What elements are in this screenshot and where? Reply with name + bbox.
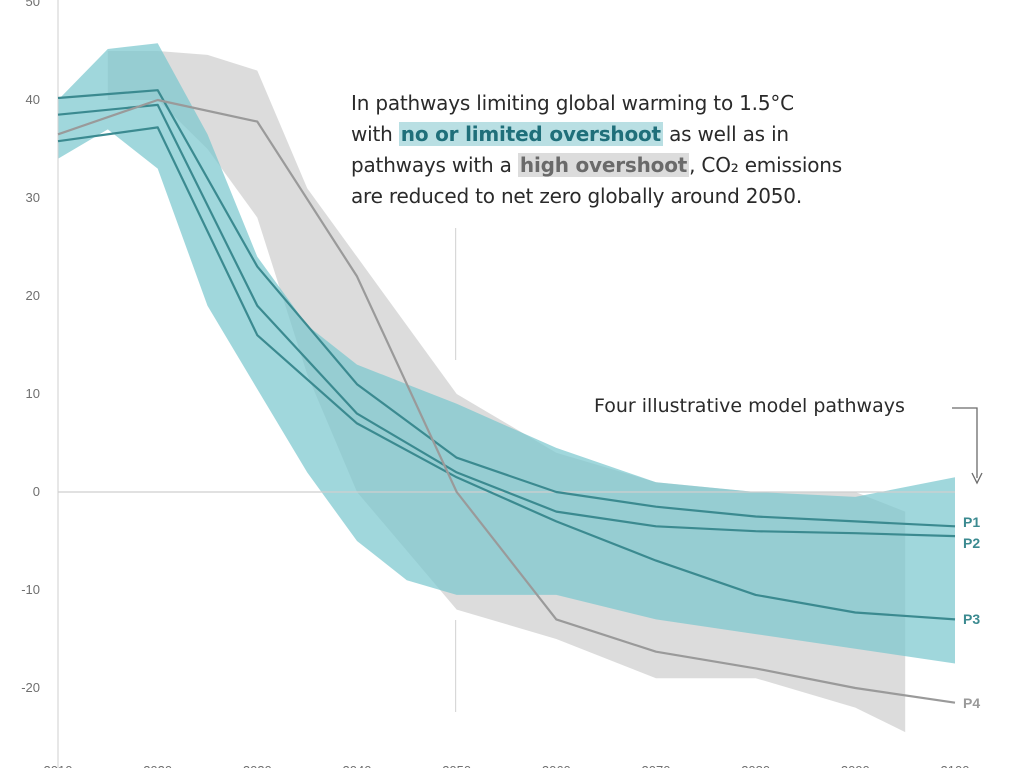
annotation-line-3-pre: pathways with a [351,153,518,177]
annotation-line-2-pre: with [351,122,399,146]
y-tick-label: 30 [26,190,40,205]
bands-layer [58,43,955,733]
x-tick-label: 2050 [442,763,471,768]
series-label-p1: P1 [963,514,980,530]
series-label-p3: P3 [963,611,980,627]
x-tick-label: 2090 [841,763,870,768]
series-line-p4 [57,98,956,704]
axes-layer: 50403020100-10-2020102020203020402050206… [21,0,969,768]
y-tick-label: -20 [21,680,40,695]
pathway-note: Four illustrative model pathways [594,395,905,417]
x-tick-label: 2080 [741,763,770,768]
series-labels-layer: P1 P2 P3 P4 [952,407,983,711]
y-tick-label: 40 [26,92,40,107]
x-tick-label: 2060 [542,763,571,768]
y-tick-label: 0 [33,484,40,499]
x-tick-label: 2040 [343,763,372,768]
annotation-line-1: In pathways limiting global warming to 1… [351,91,794,115]
annotation-line-3-post: , CO₂ emissions [689,153,842,177]
annotation-line-2: with no or limited overshoot as well as … [351,119,911,150]
y-tick-label: 20 [26,288,40,303]
series-label-p4: P4 [963,695,980,711]
pathway-arrow-line [952,407,978,478]
annotation-line-2-post: as well as in [662,122,789,146]
y-tick-label: -10 [21,582,40,597]
x-tick-label: 2070 [642,763,671,768]
series-line-p2 [57,103,956,538]
series-layer [57,89,956,704]
headline-annotation: In pathways limiting global warming to 1… [351,88,911,212]
series-line-p1 [57,89,956,528]
annotation-line-4: are reduced to net zero globally around … [351,184,802,208]
x-tick-label: 2030 [243,763,272,768]
no-or-limited-overshoot-highlight: no or limited overshoot [398,122,663,146]
band-no-or-limited-overshoot [58,43,955,664]
y-tick-label: 50 [26,0,40,9]
y-tick-label: 10 [26,386,40,401]
x-tick-label: 2100 [941,763,970,768]
annotation-line-3: pathways with a high overshoot, CO₂ emis… [351,150,911,181]
series-line-p3 [57,126,956,621]
high-overshoot-highlight: high overshoot [517,153,690,177]
pathway-arrow-head-icon [971,472,983,485]
series-label-p2: P2 [963,535,980,551]
x-tick-label: 2020 [143,763,172,768]
